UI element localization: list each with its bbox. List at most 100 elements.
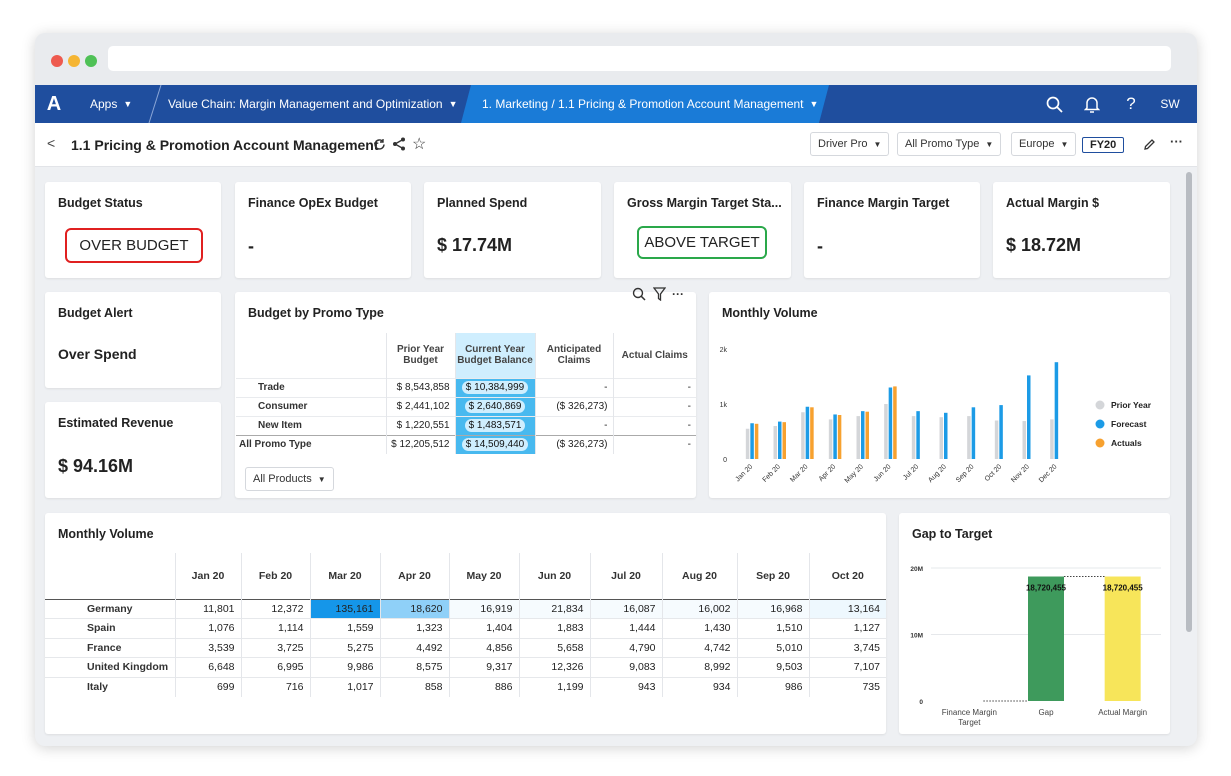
chevron-down-icon: ▼ <box>123 99 133 109</box>
column-header: Sep 20 <box>736 553 809 599</box>
table-cell: 3,745 <box>808 637 886 658</box>
legend-swatch <box>1095 419 1105 429</box>
x-tick-label: Target <box>958 718 981 727</box>
legend-swatch <box>1095 400 1105 410</box>
card-title: Budget by Promo Type <box>248 306 384 320</box>
bar-forecast <box>944 412 948 459</box>
bar-forecast <box>750 423 754 459</box>
x-tick-label: Nov 20 <box>1010 463 1031 484</box>
monthly-volume-table: Jan 20 Feb 20 Mar 20 Apr 20 May 20 Jun 20 Jul … <box>45 553 886 697</box>
legend-label: Actuals <box>1111 438 1142 448</box>
address-bar[interactable] <box>108 46 1171 71</box>
table-cell: 1,404 <box>448 618 519 638</box>
star-icon[interactable]: ☆ <box>412 136 427 153</box>
table-row: Spain 1,076 1,114 1,559 1,323 1,404 1,883 1,444… <box>45 618 886 638</box>
monthly-volume-chart-card: Monthly Volume 0 1k 2k Jan 20 Feb 20 Mar 20 Ap… <box>709 292 1170 498</box>
bar-forecast <box>805 406 810 459</box>
cell-highlight: $ 10,384,999 <box>454 377 535 397</box>
breadcrumb-value-chain[interactable]: Value Chain: Margin Management and Optim… <box>168 85 458 123</box>
filter-label: Driver Pro <box>818 138 868 150</box>
table-cell: 943 <box>589 676 662 697</box>
user-avatar[interactable]: SW <box>1160 97 1180 111</box>
column-header: Oct 20 <box>808 553 886 599</box>
bar-forecast <box>778 421 782 459</box>
driver-filter[interactable]: Driver Pro ▼ <box>810 132 890 156</box>
y-tick-label: 10M <box>910 633 923 640</box>
bar-actuals <box>865 411 869 459</box>
more-icon[interactable]: ··· <box>1170 134 1183 149</box>
table-cell: 13,164 <box>808 598 886 619</box>
search-icon[interactable] <box>1043 85 1065 123</box>
maximize-window-dot[interactable] <box>85 55 97 67</box>
cell: ($ 326,273) <box>534 434 613 454</box>
close-window-dot[interactable] <box>51 55 63 67</box>
bar-prior-year <box>856 416 860 459</box>
region-filter[interactable]: Europe ▼ <box>1011 132 1077 156</box>
status-badge: OVER BUDGET <box>65 228 203 263</box>
table-cell: 21,834 <box>518 598 590 619</box>
bar-prior-year <box>911 416 916 459</box>
table-cell: 699 <box>174 676 241 697</box>
status-badge: ABOVE TARGET <box>637 226 767 259</box>
table-row: United Kingdom 6,648 6,995 9,986 8,575 9,317 1… <box>45 657 886 677</box>
card-title: Estimated Revenue <box>58 416 174 430</box>
page-title: 1.1 Pricing & Promotion Account Manageme… <box>71 137 379 153</box>
table-cell: 1,323 <box>379 618 449 638</box>
legend-label: Forecast <box>1111 419 1147 429</box>
logo[interactable]: A <box>46 92 62 115</box>
chevron-down-icon: ▼ <box>809 99 819 109</box>
cell-value: $ 10,384,999 <box>461 381 529 394</box>
back-icon[interactable]: < <box>47 135 56 151</box>
kpi-finance-opex: Finance OpEx Budget - <box>235 182 411 278</box>
apps-label: Apps <box>90 97 118 111</box>
table-cell: 16,087 <box>589 598 662 619</box>
more-icon[interactable]: ··· <box>672 287 684 301</box>
table-cell: 135,161 <box>309 598 380 619</box>
table-row: New Item $ 1,220,551 $ 1,483,571 - - <box>236 415 696 435</box>
x-tick-label: May 20 <box>844 463 865 484</box>
help-icon[interactable]: ? <box>1126 94 1136 113</box>
table-cell: 986 <box>736 676 809 697</box>
search-icon[interactable] <box>632 287 646 301</box>
page-header: < 1.1 Pricing & Promotion Account Manage… <box>35 123 1197 167</box>
table-cell: 16,002 <box>661 598 737 619</box>
nav-separator <box>148 85 162 123</box>
x-tick-label: Sep 20 <box>955 463 976 484</box>
row-label: Consumer <box>236 396 386 416</box>
chevron-down-icon: ▼ <box>317 474 326 484</box>
table-cell: 1,883 <box>518 618 590 638</box>
apps-menu[interactable]: Apps ▼ <box>90 85 132 123</box>
refresh-icon[interactable] <box>373 138 386 151</box>
promo-type-filter[interactable]: All Promo Type ▼ <box>897 132 1002 156</box>
share-icon[interactable] <box>392 137 406 151</box>
table-cell: 1,199 <box>518 676 590 697</box>
breadcrumb-current[interactable]: 1. Marketing / 1.1 Pricing & Promotion A… <box>461 85 829 123</box>
bar-prior-year <box>994 420 999 459</box>
minimize-window-dot[interactable] <box>68 55 80 67</box>
row-label: Germany <box>45 598 175 619</box>
cell: ($ 326,273) <box>534 396 613 416</box>
column-header: Current Year Budget Balance <box>454 333 535 378</box>
bar-actual-margin <box>1104 576 1141 701</box>
row-label: France <box>45 637 175 658</box>
scrollbar[interactable] <box>1186 172 1192 632</box>
filter-label: Europe <box>1019 138 1055 150</box>
products-dropdown[interactable]: All Products ▼ <box>245 467 334 491</box>
chevron-down-icon: ▼ <box>873 139 882 149</box>
bar-prior-year <box>884 404 888 459</box>
gap-to-target-card: Gap to Target 0 10M 20M Finance Margin Targe… <box>899 513 1170 734</box>
table-cell: 886 <box>448 676 519 697</box>
kpi-planned-spend: Planned Spend $ 17.74M <box>424 182 601 278</box>
card-title: Gap to Target <box>912 527 993 541</box>
bar-forecast <box>833 414 837 459</box>
bar-actuals <box>782 422 786 459</box>
filter-icon[interactable] <box>653 287 666 301</box>
bell-icon[interactable] <box>1081 85 1103 123</box>
table-cell: 934 <box>661 676 737 697</box>
alert-value: Over Spend <box>58 346 137 362</box>
edit-icon[interactable] <box>1143 138 1156 151</box>
fiscal-year-selector[interactable]: FY20 <box>1082 137 1125 153</box>
x-tick-label: Jul 20 <box>902 463 920 481</box>
y-tick-label: 1k <box>720 402 728 409</box>
